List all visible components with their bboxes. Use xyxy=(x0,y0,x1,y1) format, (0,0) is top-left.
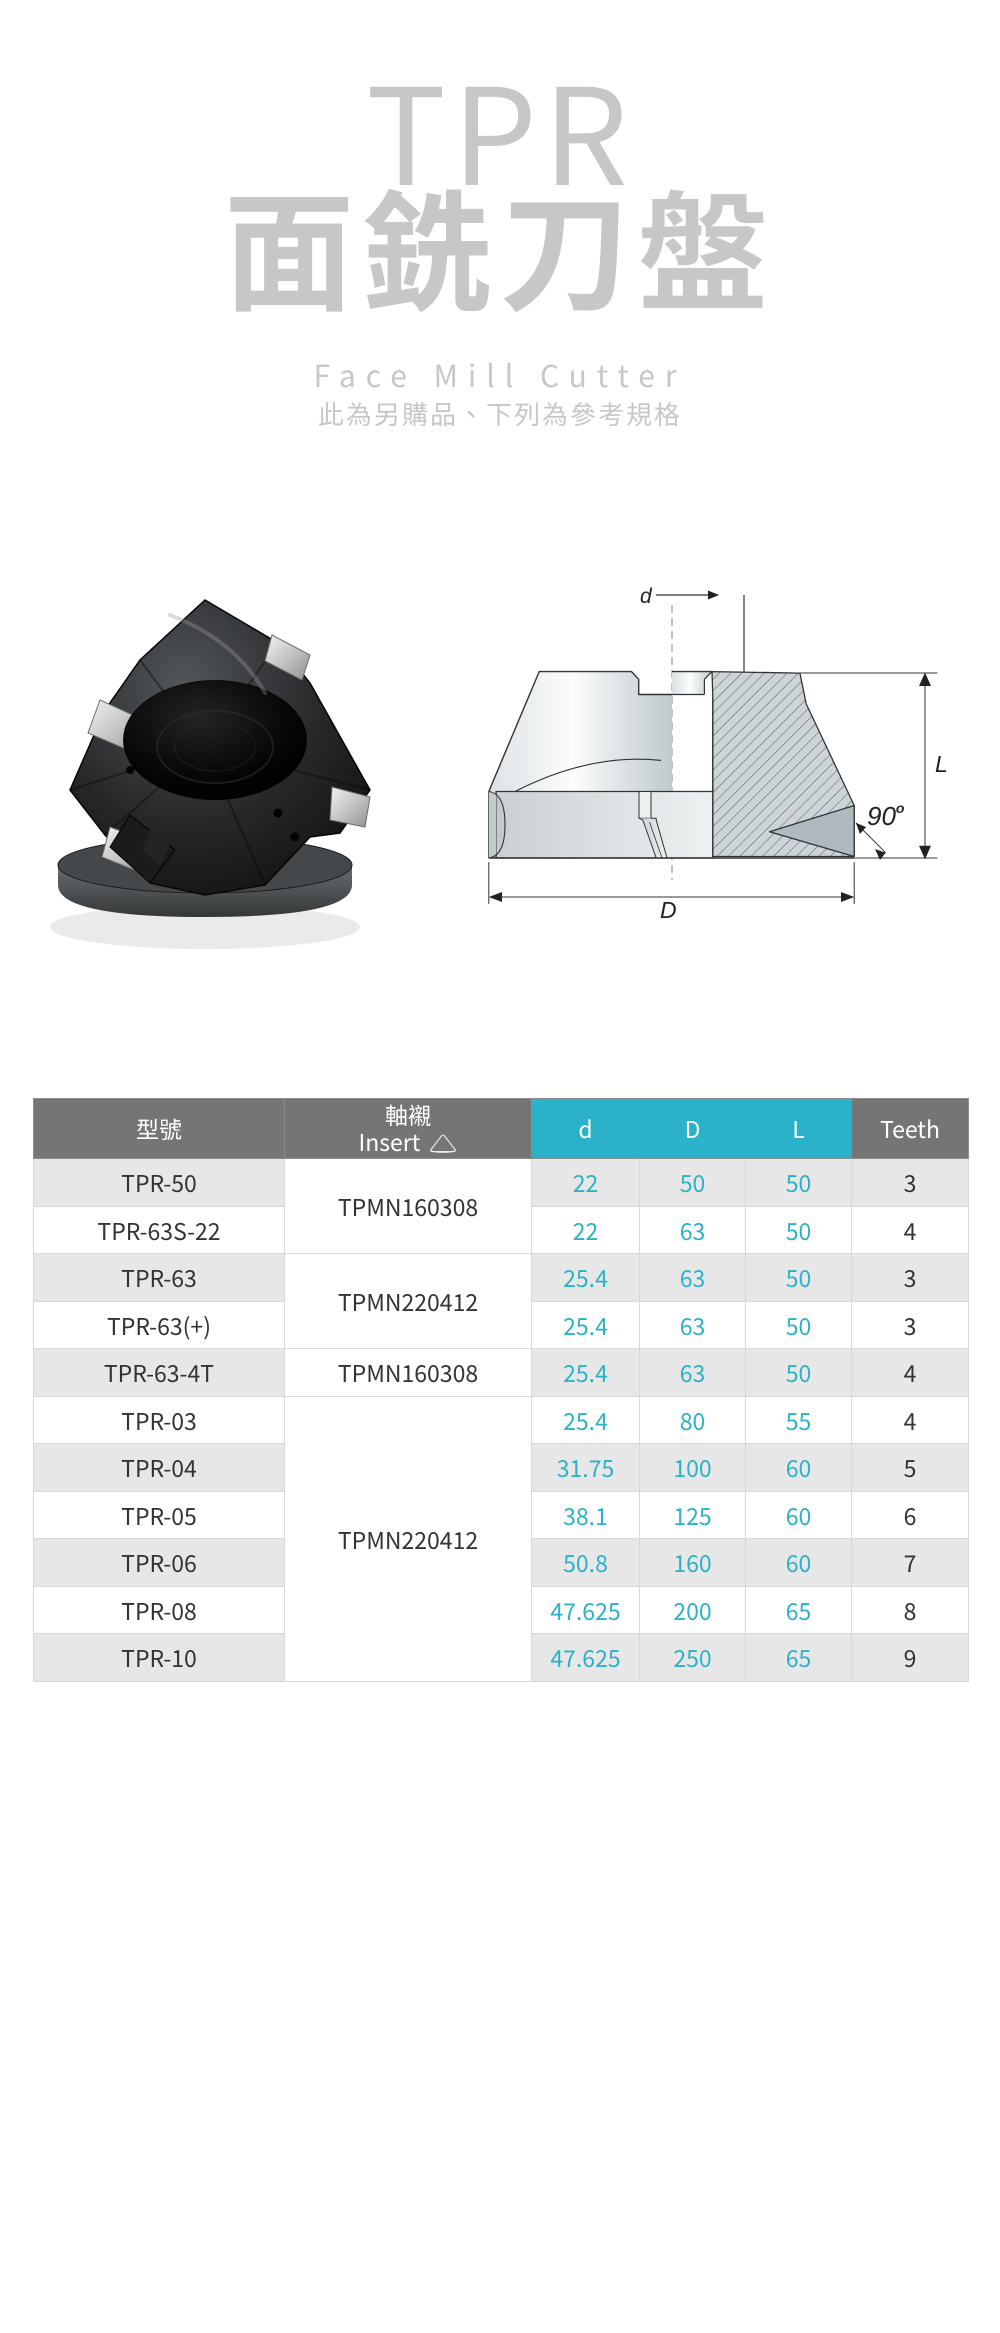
svg-text:d: d xyxy=(640,585,653,608)
svg-text:L: L xyxy=(935,751,948,777)
svg-text:90o: 90o xyxy=(867,800,905,831)
svg-text:D: D xyxy=(660,897,677,920)
